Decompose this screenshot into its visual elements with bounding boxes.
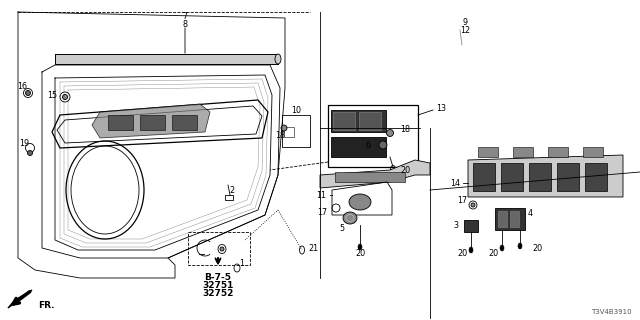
Bar — [328, 105, 418, 167]
Text: 18: 18 — [275, 131, 285, 140]
Ellipse shape — [358, 244, 362, 250]
Bar — [513, 147, 533, 157]
Text: 6: 6 — [365, 140, 370, 149]
Bar — [557, 163, 579, 191]
Text: 16: 16 — [17, 82, 27, 91]
Polygon shape — [468, 155, 623, 197]
Text: 20: 20 — [355, 249, 365, 258]
Bar — [282, 115, 310, 147]
Bar — [335, 172, 405, 182]
Text: 32752: 32752 — [202, 289, 234, 298]
Text: 32751: 32751 — [202, 281, 234, 290]
Ellipse shape — [63, 94, 67, 100]
Bar — [55, 54, 278, 64]
Text: 11: 11 — [316, 190, 326, 199]
Text: 10: 10 — [291, 106, 301, 115]
Ellipse shape — [349, 194, 371, 210]
Ellipse shape — [379, 141, 387, 149]
Text: 19: 19 — [19, 139, 29, 148]
Bar — [331, 137, 386, 157]
Bar — [478, 147, 498, 157]
Text: 15: 15 — [47, 91, 57, 100]
Bar — [464, 220, 478, 232]
Bar — [140, 115, 165, 130]
Text: 21: 21 — [308, 244, 318, 252]
Text: 2: 2 — [229, 186, 235, 195]
Bar — [55, 54, 278, 64]
Text: 8: 8 — [182, 20, 188, 28]
Ellipse shape — [281, 125, 287, 131]
Text: FR.: FR. — [38, 300, 54, 309]
Text: 4: 4 — [528, 209, 533, 218]
Bar — [495, 208, 525, 230]
Bar — [583, 147, 603, 157]
Text: 3: 3 — [453, 220, 458, 229]
Ellipse shape — [220, 247, 224, 251]
Text: 12: 12 — [460, 26, 470, 35]
Ellipse shape — [469, 247, 473, 253]
Bar — [548, 147, 568, 157]
Ellipse shape — [26, 91, 31, 95]
Text: 5: 5 — [339, 223, 344, 233]
Polygon shape — [320, 160, 430, 188]
Text: 18: 18 — [400, 124, 410, 133]
Bar — [359, 112, 381, 130]
Text: 20: 20 — [457, 250, 467, 259]
Bar — [188, 232, 250, 265]
Bar — [473, 163, 495, 191]
Ellipse shape — [518, 243, 522, 249]
Ellipse shape — [387, 130, 394, 137]
Bar — [510, 211, 519, 227]
Text: 9: 9 — [463, 18, 468, 27]
Text: 20: 20 — [532, 244, 542, 252]
Ellipse shape — [500, 245, 504, 251]
Ellipse shape — [28, 150, 33, 156]
Polygon shape — [92, 104, 210, 138]
Ellipse shape — [471, 203, 475, 207]
Bar — [108, 115, 133, 130]
Text: 1: 1 — [239, 259, 244, 268]
Ellipse shape — [343, 212, 357, 224]
Text: 14: 14 — [450, 179, 460, 188]
Bar — [529, 163, 551, 191]
Bar — [585, 163, 607, 191]
Ellipse shape — [275, 54, 281, 64]
Text: 20: 20 — [488, 250, 498, 259]
Bar — [498, 211, 507, 227]
Polygon shape — [8, 290, 32, 308]
Bar — [172, 115, 197, 130]
Text: 7: 7 — [182, 12, 188, 20]
Text: T3V4B3910: T3V4B3910 — [591, 309, 632, 315]
Text: B-7-5: B-7-5 — [205, 273, 232, 282]
Bar — [333, 112, 355, 130]
Bar — [501, 163, 523, 191]
Bar — [284, 127, 294, 137]
Text: 17: 17 — [317, 207, 327, 217]
Bar — [331, 110, 386, 132]
Text: 13: 13 — [436, 103, 446, 113]
Text: 17: 17 — [457, 196, 467, 204]
Text: 20: 20 — [400, 165, 410, 174]
